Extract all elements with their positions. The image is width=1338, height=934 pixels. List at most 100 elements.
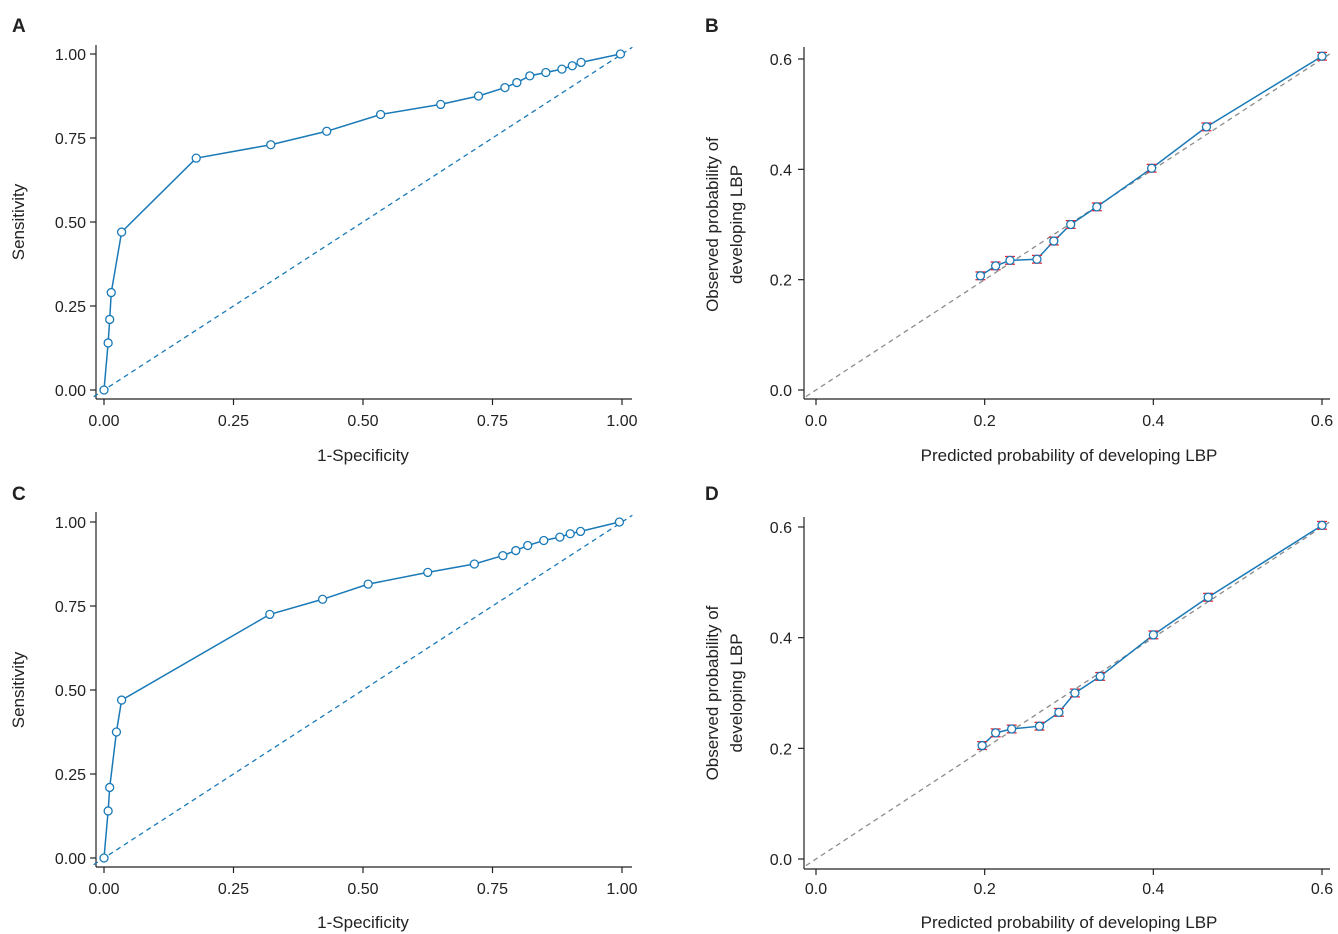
data-point — [1034, 721, 1045, 731]
data-point — [557, 64, 567, 74]
y-tick-label: 0.0 — [770, 852, 792, 869]
data-point — [575, 526, 586, 537]
y-axis-title: Observed probability of — [703, 137, 722, 312]
y-tick-label: 0.2 — [770, 273, 792, 290]
x-tick-label: 0.75 — [477, 413, 508, 430]
y-tick-label: 0.00 — [55, 851, 86, 868]
y-tick-label: 1.00 — [55, 515, 86, 532]
data-point — [469, 559, 480, 569]
data-point — [1032, 254, 1042, 264]
series-line — [103, 521, 620, 859]
x-tick-label: 0.50 — [347, 413, 378, 430]
data-point — [99, 853, 109, 863]
data-point — [1054, 707, 1064, 718]
data-point — [266, 140, 276, 150]
data-point — [555, 532, 565, 542]
x-tick-label: 0.4 — [1142, 881, 1164, 898]
y-tick-label: 0.25 — [55, 767, 86, 784]
x-tick-label: 0.2 — [974, 413, 996, 430]
x-tick-label: 0.00 — [88, 413, 119, 430]
data-point — [116, 227, 127, 237]
data-point — [105, 782, 115, 793]
data-point — [363, 579, 373, 589]
x-tick-label: 0.50 — [347, 881, 378, 898]
data-point — [1007, 724, 1017, 734]
x-tick-label: 0.2 — [974, 881, 996, 898]
data-point — [990, 261, 1001, 271]
data-point — [1317, 520, 1327, 530]
y-axis-title: Sensitivity — [9, 651, 28, 728]
chart-panel-a: A 0.00 0.25 0.50 0.75 1.00 0.00 0.25 0.50 0.75 1.0… — [9, 16, 638, 465]
panel-letter: C — [12, 484, 26, 505]
x-tick-label: 0.75 — [477, 881, 508, 898]
data-point — [990, 728, 1001, 738]
data-point — [103, 806, 113, 816]
data-point — [1095, 671, 1105, 682]
data-point — [1203, 592, 1213, 602]
y-tick-label: 0.75 — [55, 599, 86, 616]
reference-diagonal-line — [93, 46, 633, 398]
data-point — [523, 540, 533, 551]
data-point — [565, 529, 575, 539]
data-point — [473, 91, 484, 101]
data-point — [500, 82, 510, 93]
y-tick-label: 1.00 — [55, 47, 86, 64]
panel-letter: A — [12, 16, 26, 37]
data-point — [322, 126, 332, 136]
y-tick-label: 0.2 — [770, 741, 792, 758]
data-point — [317, 594, 328, 604]
x-tick-label: 0.25 — [218, 881, 249, 898]
series-line — [980, 55, 1323, 277]
y-tick-label: 0.50 — [55, 215, 86, 232]
x-tick-label: 1.00 — [606, 413, 637, 430]
reference-diagonal-line — [805, 519, 1333, 867]
data-point — [1146, 163, 1157, 173]
data-point — [1070, 688, 1080, 698]
data-point — [99, 385, 109, 395]
y-tick-label: 0.50 — [55, 683, 86, 700]
data-point — [1201, 122, 1212, 132]
y-tick-label: 0.6 — [770, 52, 792, 69]
data-point — [512, 77, 522, 88]
data-point — [511, 545, 521, 556]
data-point — [191, 153, 201, 163]
data-point — [105, 314, 115, 325]
x-tick-label: 0.6 — [1311, 413, 1333, 430]
data-point — [116, 695, 127, 705]
x-axis-title: Predicted probability of developing LBP — [921, 446, 1218, 465]
data-point — [1092, 202, 1102, 212]
series-line — [103, 53, 621, 391]
panel-letter: D — [705, 484, 719, 505]
y-tick-label: 0.6 — [770, 520, 792, 537]
x-axis-title: 1-Specificity — [317, 446, 409, 465]
data-point — [1066, 219, 1076, 230]
data-point — [111, 727, 122, 737]
data-point — [265, 609, 275, 620]
data-point — [106, 287, 116, 298]
x-tick-label: 0.00 — [88, 881, 119, 898]
data-point — [498, 550, 508, 561]
reference-diagonal-line — [805, 51, 1333, 398]
data-point — [567, 61, 577, 71]
x-axis-title: Predicted probability of developing LBP — [921, 913, 1218, 932]
x-tick-label: 1.00 — [606, 881, 637, 898]
x-tick-label: 0.4 — [1142, 413, 1164, 430]
reference-diagonal-line — [93, 514, 633, 866]
y-tick-label: 0.75 — [55, 131, 86, 148]
data-point — [541, 67, 551, 78]
x-tick-label: 0.0 — [805, 881, 827, 898]
y-tick-label: 0.4 — [770, 162, 792, 179]
data-point — [975, 271, 986, 281]
y-axis-title: Sensitivity — [9, 183, 28, 260]
data-point — [1317, 51, 1327, 61]
chart-panel-c: C 0.00 0.25 0.50 0.75 1.00 0.00 0.25 0.50 0.75 1.0… — [9, 484, 638, 932]
y-tick-label: 0.4 — [770, 631, 792, 648]
chart-panel-b: B 0.0 0.2 0.4 0.6 0.0 0.2 0.4 0.6 Predicted proba… — [703, 16, 1333, 465]
x-tick-label: 0.25 — [218, 413, 249, 430]
data-point — [539, 535, 549, 546]
data-point — [375, 109, 386, 120]
data-point — [615, 49, 626, 59]
y-tick-label: 0.0 — [770, 383, 792, 400]
data-point — [1049, 236, 1059, 246]
